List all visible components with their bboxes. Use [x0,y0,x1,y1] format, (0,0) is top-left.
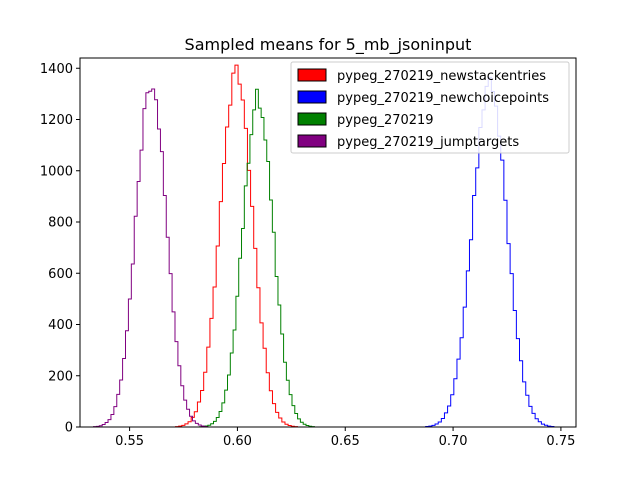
legend: pypeg_270219_newstackentries pypeg_27021… [290,61,570,154]
legend-swatch-newchoicepoints [297,90,327,104]
legend-label-jumptargets: pypeg_270219_jumptargets [337,135,519,150]
y-tick-label: 1000 [40,164,73,179]
x-tick-label: 0.55 [115,434,144,449]
y-tick-label: 200 [48,369,73,384]
histogram-series-jumptargets [84,88,219,428]
y-tick-label: 400 [48,318,73,333]
y-tick-label: 0 [65,421,73,436]
legend-swatch-newstackentries [297,68,327,82]
legend-frame [290,61,570,154]
x-tick-label: 0.65 [331,434,360,449]
x-tick-label: 0.70 [439,434,468,449]
legend-label-newstackentries: pypeg_270219_newstackentries [337,69,546,84]
legend-label-pypeg: pypeg_270219 [337,113,434,128]
y-tick-label: 1400 [40,62,73,77]
y-tick-label: 1200 [40,113,73,128]
axes-frame [79,57,577,428]
legend-swatch-pypeg [297,112,327,126]
histogram-series-pypeg [191,88,326,428]
histogram-series-newstackentries [166,64,307,428]
y-tick-label: 600 [48,267,73,282]
chart-title: Sampled means for 5_mb_jsoninput [185,35,472,55]
x-tick-label: 0.75 [546,434,575,449]
y-tick-label: 800 [48,216,73,231]
x-tick-label: 0.60 [223,434,252,449]
legend-label-newchoicepoints: pypeg_270219_newchoicepoints [337,91,549,106]
legend-swatch-jumptargets [297,134,327,148]
axes-layer: 0.55 0.60 0.65 0.70 0.75 0 200 400 600 800 1000 120… [40,57,577,449]
